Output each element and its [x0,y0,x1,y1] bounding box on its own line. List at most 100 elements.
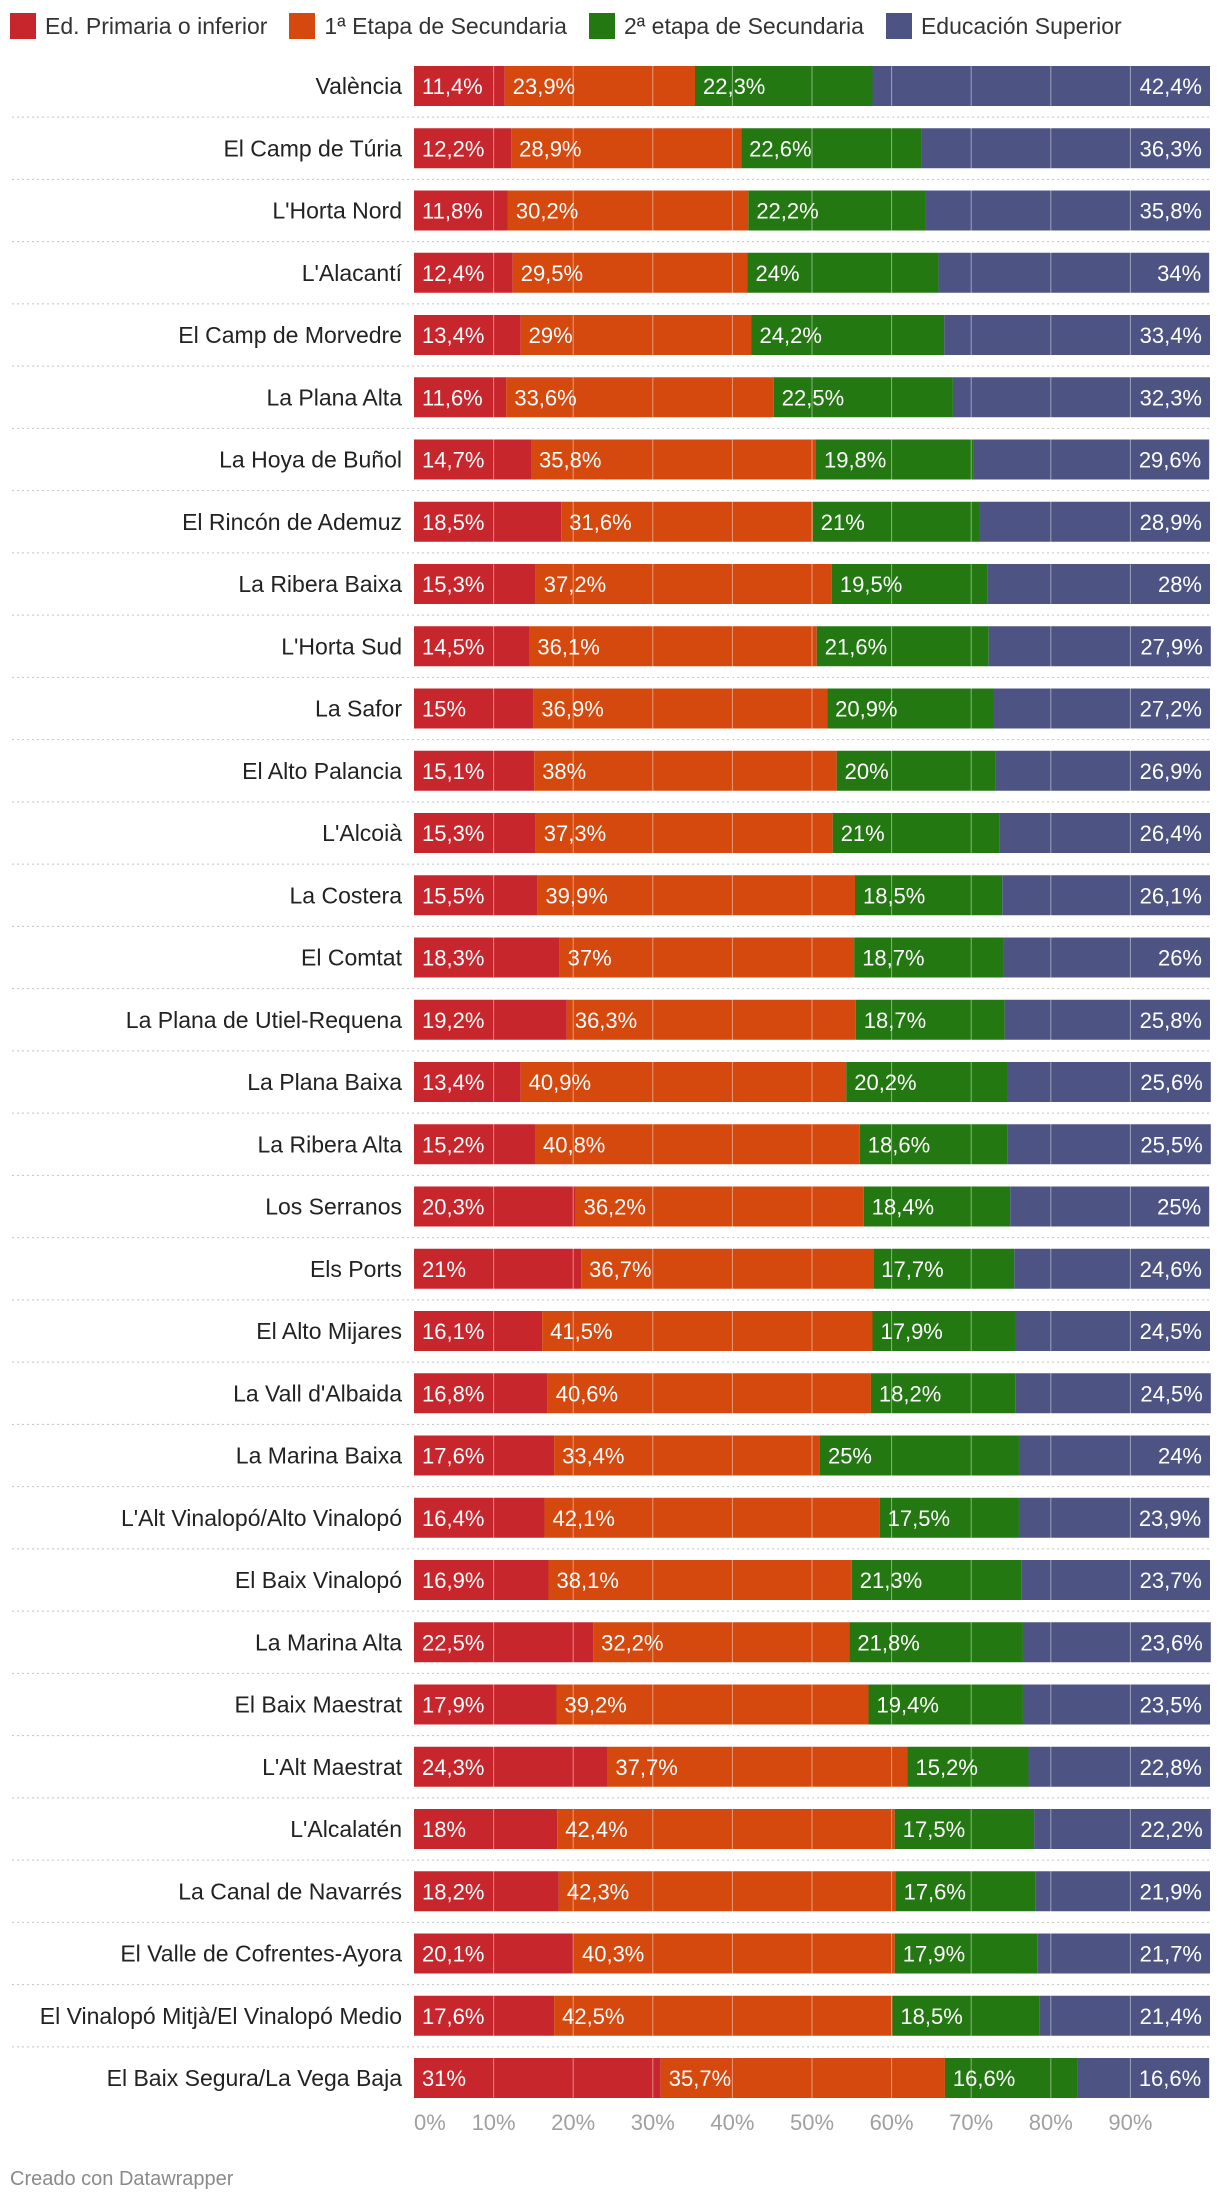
data-label: 36,3% [1140,136,1202,161]
x-tick-label: 0% [414,2110,446,2135]
x-tick-label: 20% [551,2110,595,2135]
data-label: 20,1% [422,1942,484,1967]
row-label: El Vinalopó Mitjà/El Vinalopó Medio [40,2003,402,2029]
data-label: 17,6% [904,1879,966,1904]
bar-segment [993,688,1210,729]
bar-segment [534,750,837,791]
data-label: 19,5% [840,572,902,597]
bar-segment [938,252,1210,293]
data-label: 18,6% [868,1132,930,1157]
bar-segment [534,1124,860,1165]
data-label: 36,7% [589,1257,651,1282]
bar-segment [819,1435,1019,1476]
data-label: 12,4% [422,261,484,286]
data-label: 18,2% [422,1879,484,1904]
data-label: 18,3% [422,946,484,971]
bar-segment [999,813,1210,853]
data-label: 17,5% [903,1817,965,1842]
data-label: 24% [756,261,800,286]
bar-segment [414,66,505,106]
bar-segment [414,1933,574,1974]
bar-segment [1018,1497,1210,1538]
bar-segment [846,1062,1008,1102]
data-label: 20,2% [854,1070,916,1095]
bar-segment [873,1248,1015,1289]
bar-segment [855,999,1005,1040]
bar-segment [1035,1871,1210,1912]
bar-segment [773,377,953,418]
data-label: 27,2% [1140,697,1202,722]
data-label: 42,4% [565,1817,627,1842]
data-label: 35,7% [669,2066,731,2091]
bar-segment [892,1995,1040,2036]
bar-segment [573,1933,895,1974]
data-label: 32,2% [601,1630,663,1655]
row-label: La Plana de Utiel-Requena [126,1007,402,1033]
row-label: El Alto Palancia [242,758,402,784]
bar-segment [747,252,939,293]
bar-segment [907,1746,1029,1787]
data-label: 16,6% [1139,2066,1201,2091]
data-label: 12,2% [422,136,484,161]
data-label: 23,7% [1140,1568,1202,1593]
bar-segment [1002,875,1210,916]
row-label: El Camp de Morvedre [178,322,402,348]
bar-segment [414,1746,608,1787]
data-label: 37,3% [544,821,606,846]
row-label: El Camp de Túria [223,135,402,161]
bar-segment [1003,937,1210,978]
data-label: 15,2% [916,1755,978,1780]
bar-segment [944,315,1210,355]
data-label: 35,8% [539,448,601,473]
bar-segment [1022,1684,1210,1725]
data-label: 26,4% [1140,821,1202,846]
data-label: 16,9% [422,1568,484,1593]
bar-segment [414,252,513,293]
data-label: 39,9% [545,883,607,908]
data-label: 23,9% [1139,1506,1201,1531]
bar-segment [921,128,1210,169]
x-tick-label: 50% [790,2110,834,2135]
bar-segment [414,2058,661,2098]
row-label: La Costera [289,882,402,908]
bar-segment [925,190,1210,231]
row-label: La Plana Baixa [247,1069,402,1095]
bar-segment [414,1186,576,1227]
data-label: 30,2% [516,199,578,224]
legend-label-secundaria-1: 1ª Etapa de Secundaria [324,12,567,39]
row-label: El Baix Vinalopó [235,1567,402,1593]
data-label: 25% [828,1444,872,1469]
data-label: 14,7% [422,448,484,473]
bar-segment [533,688,828,729]
bar-segment [414,875,538,916]
data-label: 33,6% [514,385,576,410]
data-label: 21,6% [825,634,887,659]
row-label: La Ribera Baixa [238,571,402,597]
data-label: 28,9% [1140,510,1202,535]
data-label: 18,2% [879,1381,941,1406]
data-label: 22,8% [1140,1755,1202,1780]
data-label: 22,5% [422,1630,484,1655]
bar-segment [504,66,695,106]
bar-segment [554,1435,820,1476]
data-label: 24,5% [1140,1319,1202,1344]
bar-segment [1021,1560,1210,1600]
data-label: 21,8% [857,1630,919,1655]
bar-segment [979,501,1210,542]
data-label: 37% [568,946,612,971]
bar-segment [868,1684,1023,1725]
row-label: Els Ports [310,1256,402,1282]
bar-segment [414,377,507,418]
data-label: 19,8% [824,448,886,473]
data-label: 20% [845,759,889,784]
row-label: L'Alt Vinalopó/Alto Vinalopó [121,1505,402,1531]
data-label: 15,3% [422,821,484,846]
data-label: 38% [542,759,586,784]
data-label: 31% [422,2066,466,2091]
data-label: 38,1% [557,1568,619,1593]
row-label: Los Serranos [265,1194,402,1220]
data-label: 28,9% [519,136,581,161]
data-label: 16,8% [422,1381,484,1406]
data-label: 36,1% [537,634,599,659]
bar-segment [414,1497,545,1538]
